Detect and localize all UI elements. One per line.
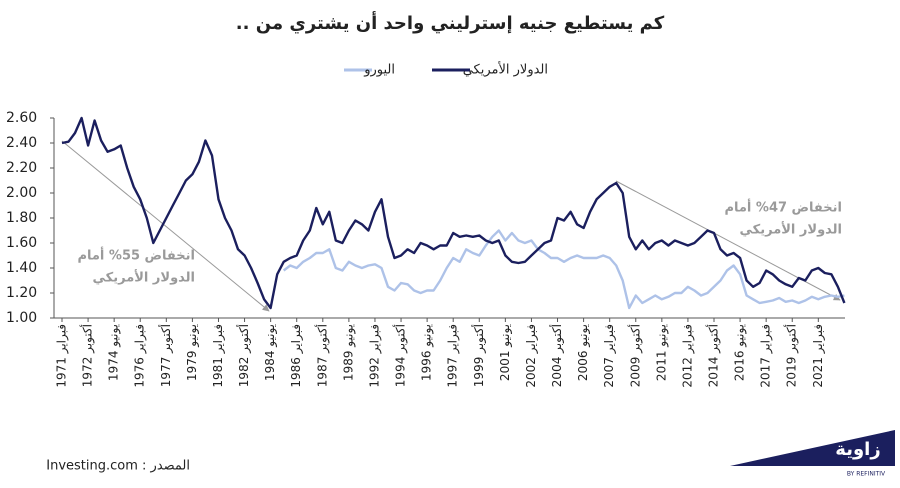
y-tick-label: 1.00 [6,310,37,326]
x-tick-label: يونيو 1979 [185,324,200,381]
x-tick-label: فبراير 1971 [55,324,70,388]
logo: زاوية BY REFINITIV [730,430,895,478]
x-tick-label: فبراير 1997 [446,324,461,388]
annotation: انخفاض 55% أمام [77,247,195,264]
x-tick-label: أكتوبر 1999 [471,324,487,387]
x-tick-label: يونيو 2011 [654,324,669,381]
y-tick-label: 2.40 [6,135,37,151]
x-tick-label: فبراير 1986 [289,324,304,388]
x-tick-label: أكتوبر 2019 [784,324,800,387]
legend-item: اليورو [344,63,395,78]
y-tick-label: 2.60 [6,110,37,126]
y-tick-label: 2.20 [6,160,37,176]
x-tick-label: فبراير 2002 [524,324,539,388]
series-line [282,229,845,310]
x-tick-label: أكتوبر 1987 [314,324,330,387]
y-tick-label: 1.80 [6,210,37,226]
x-tick-label: أكتوبر 2009 [627,324,643,387]
x-tick-label: يونيو 1996 [420,324,435,381]
x-tick-label: أكتوبر 2004 [549,324,565,387]
x-tick-label: يونيو 1989 [341,324,356,381]
y-tick-label: 1.60 [6,235,37,251]
y-tick-label: 1.40 [6,260,37,276]
x-tick-label: فبراير 1992 [367,324,382,388]
chart-title: كم يستطيع جنيه إسترليني واحد أن يشتري من… [236,11,665,34]
x-tick-label: أكتوبر 1982 [236,324,252,387]
x-tick-label: يونيو 2001 [498,324,513,381]
x-tick-label: أكتوبر 2014 [706,324,722,387]
x-tick-label: فبراير 2021 [811,324,826,388]
x-tick-label: فبراير 1981 [211,324,226,388]
x-tick-label: فبراير 1976 [133,324,148,388]
y-tick-label: 1.20 [6,285,37,301]
x-tick-label: يونيو 1974 [107,324,122,381]
x-tick-label: يونيو 2006 [576,324,591,381]
x-tick-label: فبراير 2017 [759,324,774,388]
y-tick-label: 2.00 [6,185,37,201]
x-tick-label: أكتوبر 1994 [393,324,409,387]
x-tick-label: يونيو 2016 [733,324,748,381]
x-tick-label: فبراير 2012 [680,324,695,388]
x-tick-label: أكتوبر 1972 [80,324,96,387]
trend-arrow [61,140,270,312]
annotation: الدولار الأمريكي [93,269,195,286]
x-tick-label: يونيو 1984 [263,324,278,381]
x-tick-label: أكتوبر 1977 [158,324,174,387]
logo-tagline: BY REFINITIV [847,471,886,478]
x-tick-label: فبراير 2007 [602,324,617,388]
legend-item: الدولار الأمريكي [432,61,548,78]
series-line [61,116,846,310]
trend-arrow [615,180,841,301]
annotation: انخفاض 47% أمام [724,199,842,216]
source: المصدر : Investing.com [46,459,190,474]
logo-shape [730,430,895,466]
annotation: الدولار الأمريكي [740,221,842,238]
legend-label: الدولار الأمريكي [463,61,548,78]
legend-label: اليورو [363,63,395,78]
logo-name: زاوية [835,439,880,460]
